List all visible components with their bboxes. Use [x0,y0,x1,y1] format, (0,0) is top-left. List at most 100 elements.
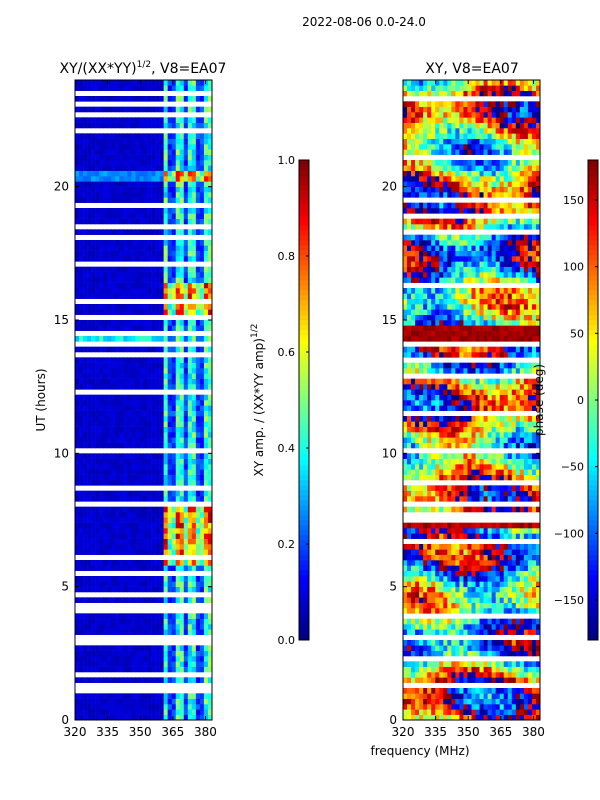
amplitude-cell [75,213,80,219]
amplitude-cell [183,624,189,630]
phase-cell [507,586,513,593]
amplitude-cell [91,250,96,257]
amplitude-cell [123,256,128,262]
amplitude-cell [179,160,185,166]
amplitude-cell [203,576,209,582]
amplitude-cell [147,378,152,385]
phase-cell [471,522,476,529]
phase-cell [443,677,448,683]
amplitude-cell [203,538,209,545]
amplitude-cell [167,421,173,427]
amplitude-cell [119,384,124,390]
phase-cell [455,453,460,459]
amplitude-cell [87,192,92,198]
colorbar-step [299,160,309,166]
amplitude-cell [107,362,112,369]
amplitude-cell [147,645,152,651]
amplitude-cell [103,304,108,310]
amplitude-cell [155,394,160,401]
amplitude-cell [167,517,173,523]
amplitude-cell [95,458,100,465]
amplitude-cell [159,426,164,433]
amplitude-cell [195,490,201,497]
amplitude-cell [135,704,140,710]
amplitude-cell [111,400,116,406]
phase-cell [423,698,428,705]
amplitude-cell [79,666,84,673]
amplitude-cell [75,320,80,326]
phase-cell [475,522,480,529]
amplitude-cell [107,576,112,582]
y-tick-label: 0 [61,713,69,727]
amplitude-cell [75,549,80,555]
colorbar-step [299,265,309,271]
phase-cell [503,437,509,443]
amplitude-cell [107,698,112,705]
phase-cell [475,666,480,673]
amplitude-cell [179,586,185,593]
amplitude-cell [207,373,213,379]
amplitude-cell [183,714,189,721]
amplitude-cell [99,304,104,310]
amplitude-cell [171,85,177,91]
phase-cell [531,474,537,481]
amplitude-cell [75,346,80,353]
phase-cell [479,714,484,721]
amplitude-cell [167,256,173,262]
amplitude-cell [127,506,132,513]
amplitude-cell [159,677,164,683]
phase-cell [487,474,492,481]
phase-cell [511,490,517,497]
amplitude-cell [107,400,112,406]
amplitude-cell [207,106,213,113]
amplitude-cell [119,373,124,379]
phase-cell [407,666,412,673]
amplitude-cell [123,96,128,102]
amplitude-cell [123,170,128,177]
amplitude-cell [167,656,173,662]
phase-cell [495,522,501,529]
amplitude-cell [159,208,164,214]
amplitude-cell [123,426,128,433]
phase-cell [479,677,484,683]
phase-cell [423,458,428,465]
phase-cell [523,560,529,566]
phase-cell [499,549,505,555]
amplitude-cell [207,170,213,177]
amplitude-cell [203,709,209,715]
amplitude-cell [95,549,100,555]
amplitude-cell [95,405,100,411]
phase-cell [487,714,492,721]
amplitude-cell [171,325,177,331]
amplitude-cell [187,410,193,417]
amplitude-cell [99,192,104,198]
amplitude-cell [75,474,80,481]
amplitude-cell [151,170,156,177]
phase-cell [483,490,488,497]
amplitude-cell [135,240,140,246]
phase-cell [523,576,529,582]
amplitude-cell [119,522,124,529]
amplitude-cell [151,106,156,113]
amplitude-cell [119,618,124,625]
amplitude-cell [83,432,88,438]
phase-cell [451,421,456,427]
amplitude-cell [83,490,88,497]
amplitude-cell [155,96,160,102]
phase-cell [471,469,476,475]
phase-cell [447,565,452,571]
amplitude-cell [159,320,164,326]
phase-cell [475,602,480,609]
phase-cell [511,453,517,459]
phase-cell [483,416,488,422]
phase-cell [439,618,444,625]
amplitude-cell [135,368,140,374]
amplitude-cell [187,288,193,294]
amplitude-cell [107,250,112,257]
amplitude-cell [135,544,140,550]
amplitude-cell [163,405,168,411]
phase-cell [519,421,525,427]
phase-heatmap-cells [403,80,541,721]
amplitude-cell [151,405,156,411]
amplitude-cell [207,506,213,513]
